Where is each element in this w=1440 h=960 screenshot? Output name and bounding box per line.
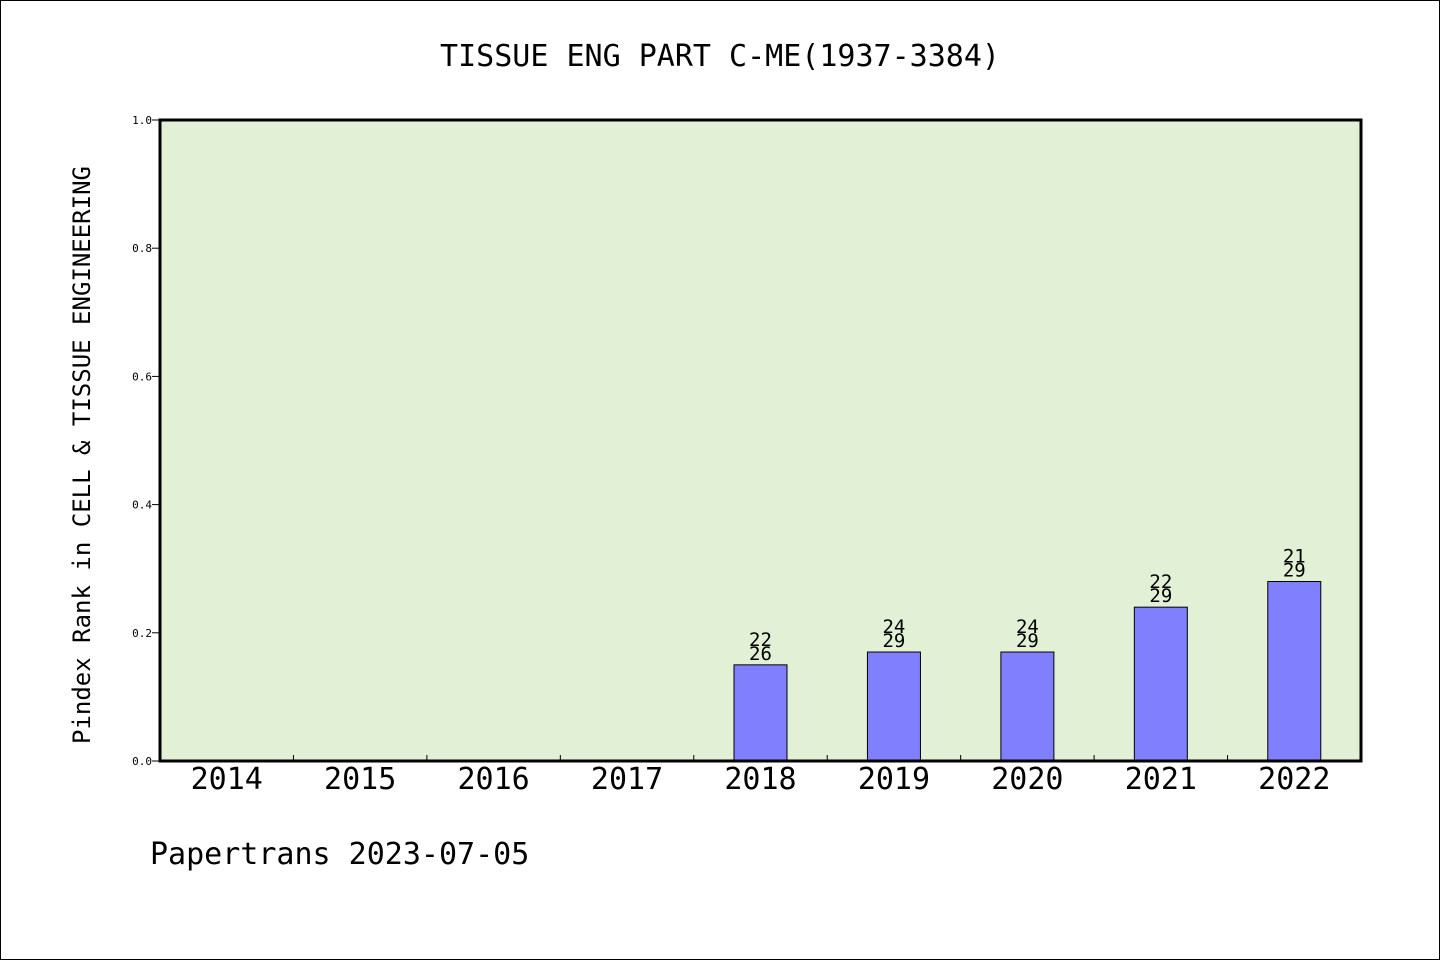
bar-rank-label: 24	[882, 616, 905, 638]
ticks-layer: 0.0 0.2 0.4 0.6 0.8 1.0 2014 2015 2016 2017 2018 20…	[132, 114, 1330, 797]
bar-rank-label: 24	[1016, 616, 1039, 638]
bar	[1267, 581, 1322, 762]
y-tick-label: 0.2	[132, 627, 152, 640]
bar	[1133, 606, 1188, 762]
x-tick-label: 2022	[1258, 762, 1330, 797]
y-tick-label: 0.8	[132, 242, 152, 255]
bar-total-label: 29	[1149, 585, 1172, 607]
y-tick-label: 1.0	[132, 114, 152, 127]
bar	[866, 651, 921, 762]
plot-border	[158, 118, 1363, 763]
bar-rank-label: 21	[1283, 546, 1306, 568]
x-tick-label: 2019	[858, 762, 930, 797]
chart-title: TISSUE ENG PART C-ME(1937-3384)	[440, 39, 1000, 74]
bar-total-label: 29	[1016, 630, 1039, 652]
footer-credit: Papertrans 2023-07-05	[150, 837, 529, 872]
x-tick-label: 2021	[1125, 762, 1197, 797]
x-tick-label: 2020	[991, 762, 1063, 797]
bar-total-label: 29	[1283, 560, 1306, 582]
bar	[1000, 651, 1055, 762]
bar-rank-label: 22	[1149, 571, 1172, 593]
x-tick-label: 2016	[457, 762, 529, 797]
y-axis-label: Pindex Rank in CELL & TISSUE ENGINEERING	[68, 166, 96, 744]
x-tick-label: 2014	[191, 762, 263, 797]
bar-total-label: 26	[749, 643, 772, 665]
x-tick-label: 2015	[324, 762, 396, 797]
y-tick-label: 0.4	[132, 499, 152, 512]
bar-rank-label: 22	[749, 629, 772, 651]
y-tick-label: 0.0	[132, 755, 152, 768]
x-tick-label: 2017	[591, 762, 663, 797]
bar	[733, 664, 788, 762]
bar-total-label: 29	[882, 630, 905, 652]
x-tick-label: 2018	[724, 762, 796, 797]
y-tick-label: 0.6	[132, 370, 152, 383]
